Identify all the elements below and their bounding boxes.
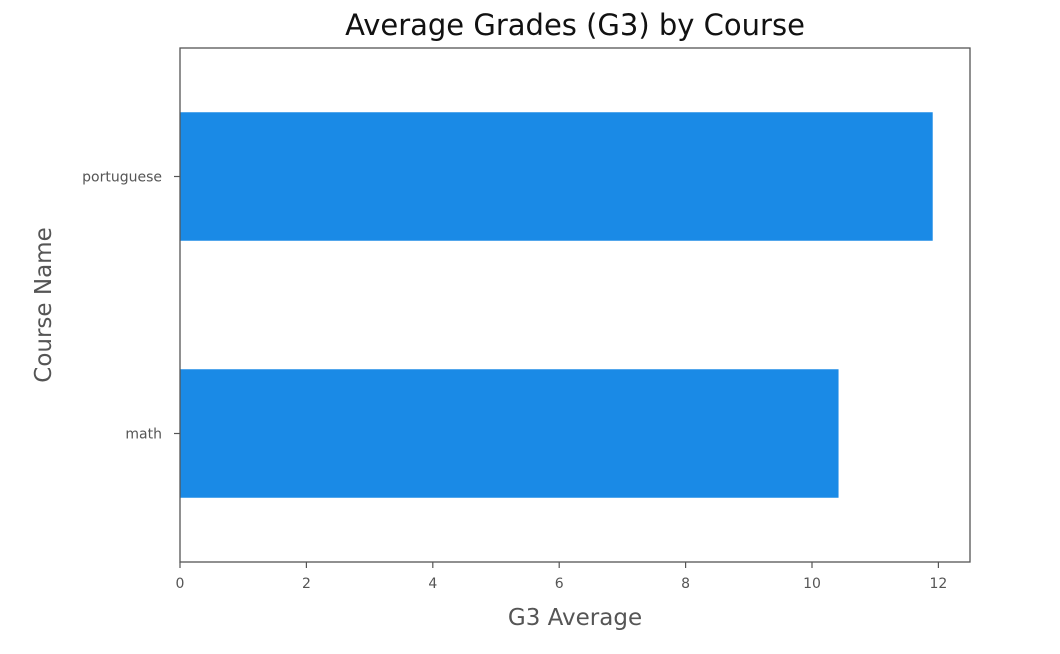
x-tick-label-6: 6 <box>555 576 564 592</box>
bar-portuguese <box>180 112 933 241</box>
x-tick-label-10: 10 <box>803 576 821 592</box>
x-tick-label-2: 2 <box>302 576 311 592</box>
x-tick-label-8: 8 <box>681 576 690 592</box>
x-tick-label-0: 0 <box>176 576 185 592</box>
x-tick-label-12: 12 <box>929 576 947 592</box>
y-axis-ticks: math portuguese <box>82 170 180 443</box>
y-tick-label-math: math <box>125 427 162 443</box>
x-tick-label-4: 4 <box>428 576 437 592</box>
y-tick-label-portuguese: portuguese <box>82 170 162 186</box>
chart-title: Average Grades (G3) by Course <box>345 8 805 42</box>
bars <box>180 112 933 498</box>
x-axis-ticks: 0 2 4 6 8 10 12 <box>176 562 947 592</box>
x-axis-label: G3 Average <box>508 605 642 631</box>
plot-area: math portuguese 0 2 4 6 8 10 12 <box>82 47 971 592</box>
bar-math <box>180 369 839 498</box>
plot-frame <box>179 47 971 563</box>
y-axis-label: Course Name <box>31 227 57 382</box>
